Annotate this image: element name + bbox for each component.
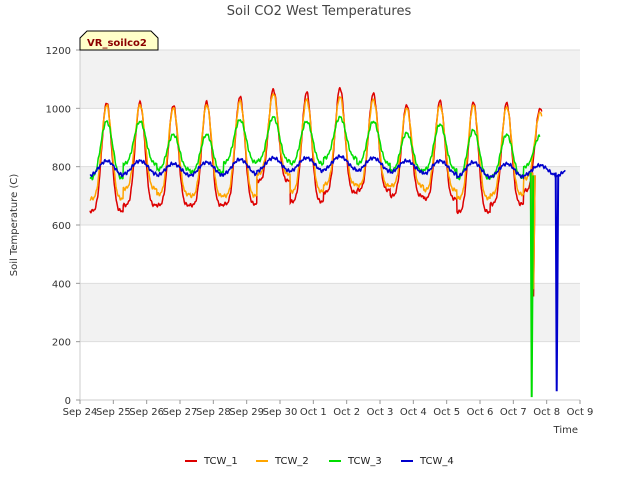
- x-tick-label: Oct 1: [300, 407, 327, 418]
- x-tick-label: Sep 27: [163, 407, 198, 418]
- series-line-TCW_2: [89, 92, 543, 201]
- y-tick-label: 600: [52, 221, 71, 232]
- legend-label-TCW_4: TCW_4: [419, 456, 454, 467]
- band: [80, 50, 580, 109]
- x-tick-label: Oct 2: [333, 407, 360, 418]
- series-layer: [89, 86, 566, 398]
- x-tick-label: Oct 3: [367, 407, 394, 418]
- y-tick-label: 0: [65, 396, 71, 407]
- y-tick-label: 1000: [46, 104, 71, 115]
- site-badge: VR_soilco2: [79, 30, 159, 51]
- series-drop-TCW_4: [554, 172, 560, 392]
- chart-title: Soil CO2 West Temperatures: [227, 4, 412, 19]
- legend-label-TCW_3: TCW_3: [347, 456, 382, 467]
- legend-label-TCW_2: TCW_2: [274, 456, 309, 467]
- x-tick-label: Oct 5: [433, 407, 460, 418]
- legend-label-TCW_1: TCW_1: [203, 456, 238, 467]
- series-drop-TCW_3: [529, 172, 535, 398]
- x-tick-label: Oct 8: [533, 407, 560, 418]
- y-tick-label: 800: [52, 163, 71, 174]
- x-tick-label: Oct 4: [400, 407, 427, 418]
- x-tick-label: Sep 26: [129, 407, 164, 418]
- y-axis-label: Soil Temperature (C): [9, 174, 20, 277]
- y-ticks: 0 200 400 600 800 1000 1200: [46, 46, 80, 407]
- x-tick-label: Sep 29: [229, 407, 264, 418]
- x-axis-label: Time: [553, 425, 578, 436]
- legend: TCW_1 TCW_2 TCW_3 TCW_4: [185, 456, 454, 467]
- x-tick-label: Sep 25: [96, 407, 131, 418]
- x-tick-label: Oct 9: [567, 407, 594, 418]
- x-tick-label: Oct 6: [467, 407, 494, 418]
- y-tick-label: 200: [52, 338, 71, 349]
- series-line-TCW_4: [89, 154, 566, 180]
- y-tick-label: 400: [52, 279, 71, 290]
- x-tick-label: Oct 7: [500, 407, 527, 418]
- x-tick-label: Sep 24: [63, 407, 98, 418]
- series-line-TCW_3: [89, 115, 541, 181]
- x-tick-label: Sep 30: [263, 407, 298, 418]
- badge-label: VR_soilco2: [87, 38, 147, 49]
- band: [80, 283, 580, 342]
- x-tick-label: Sep 28: [196, 407, 231, 418]
- badge-shape: [79, 30, 159, 51]
- y-tick-label: 1200: [46, 46, 71, 57]
